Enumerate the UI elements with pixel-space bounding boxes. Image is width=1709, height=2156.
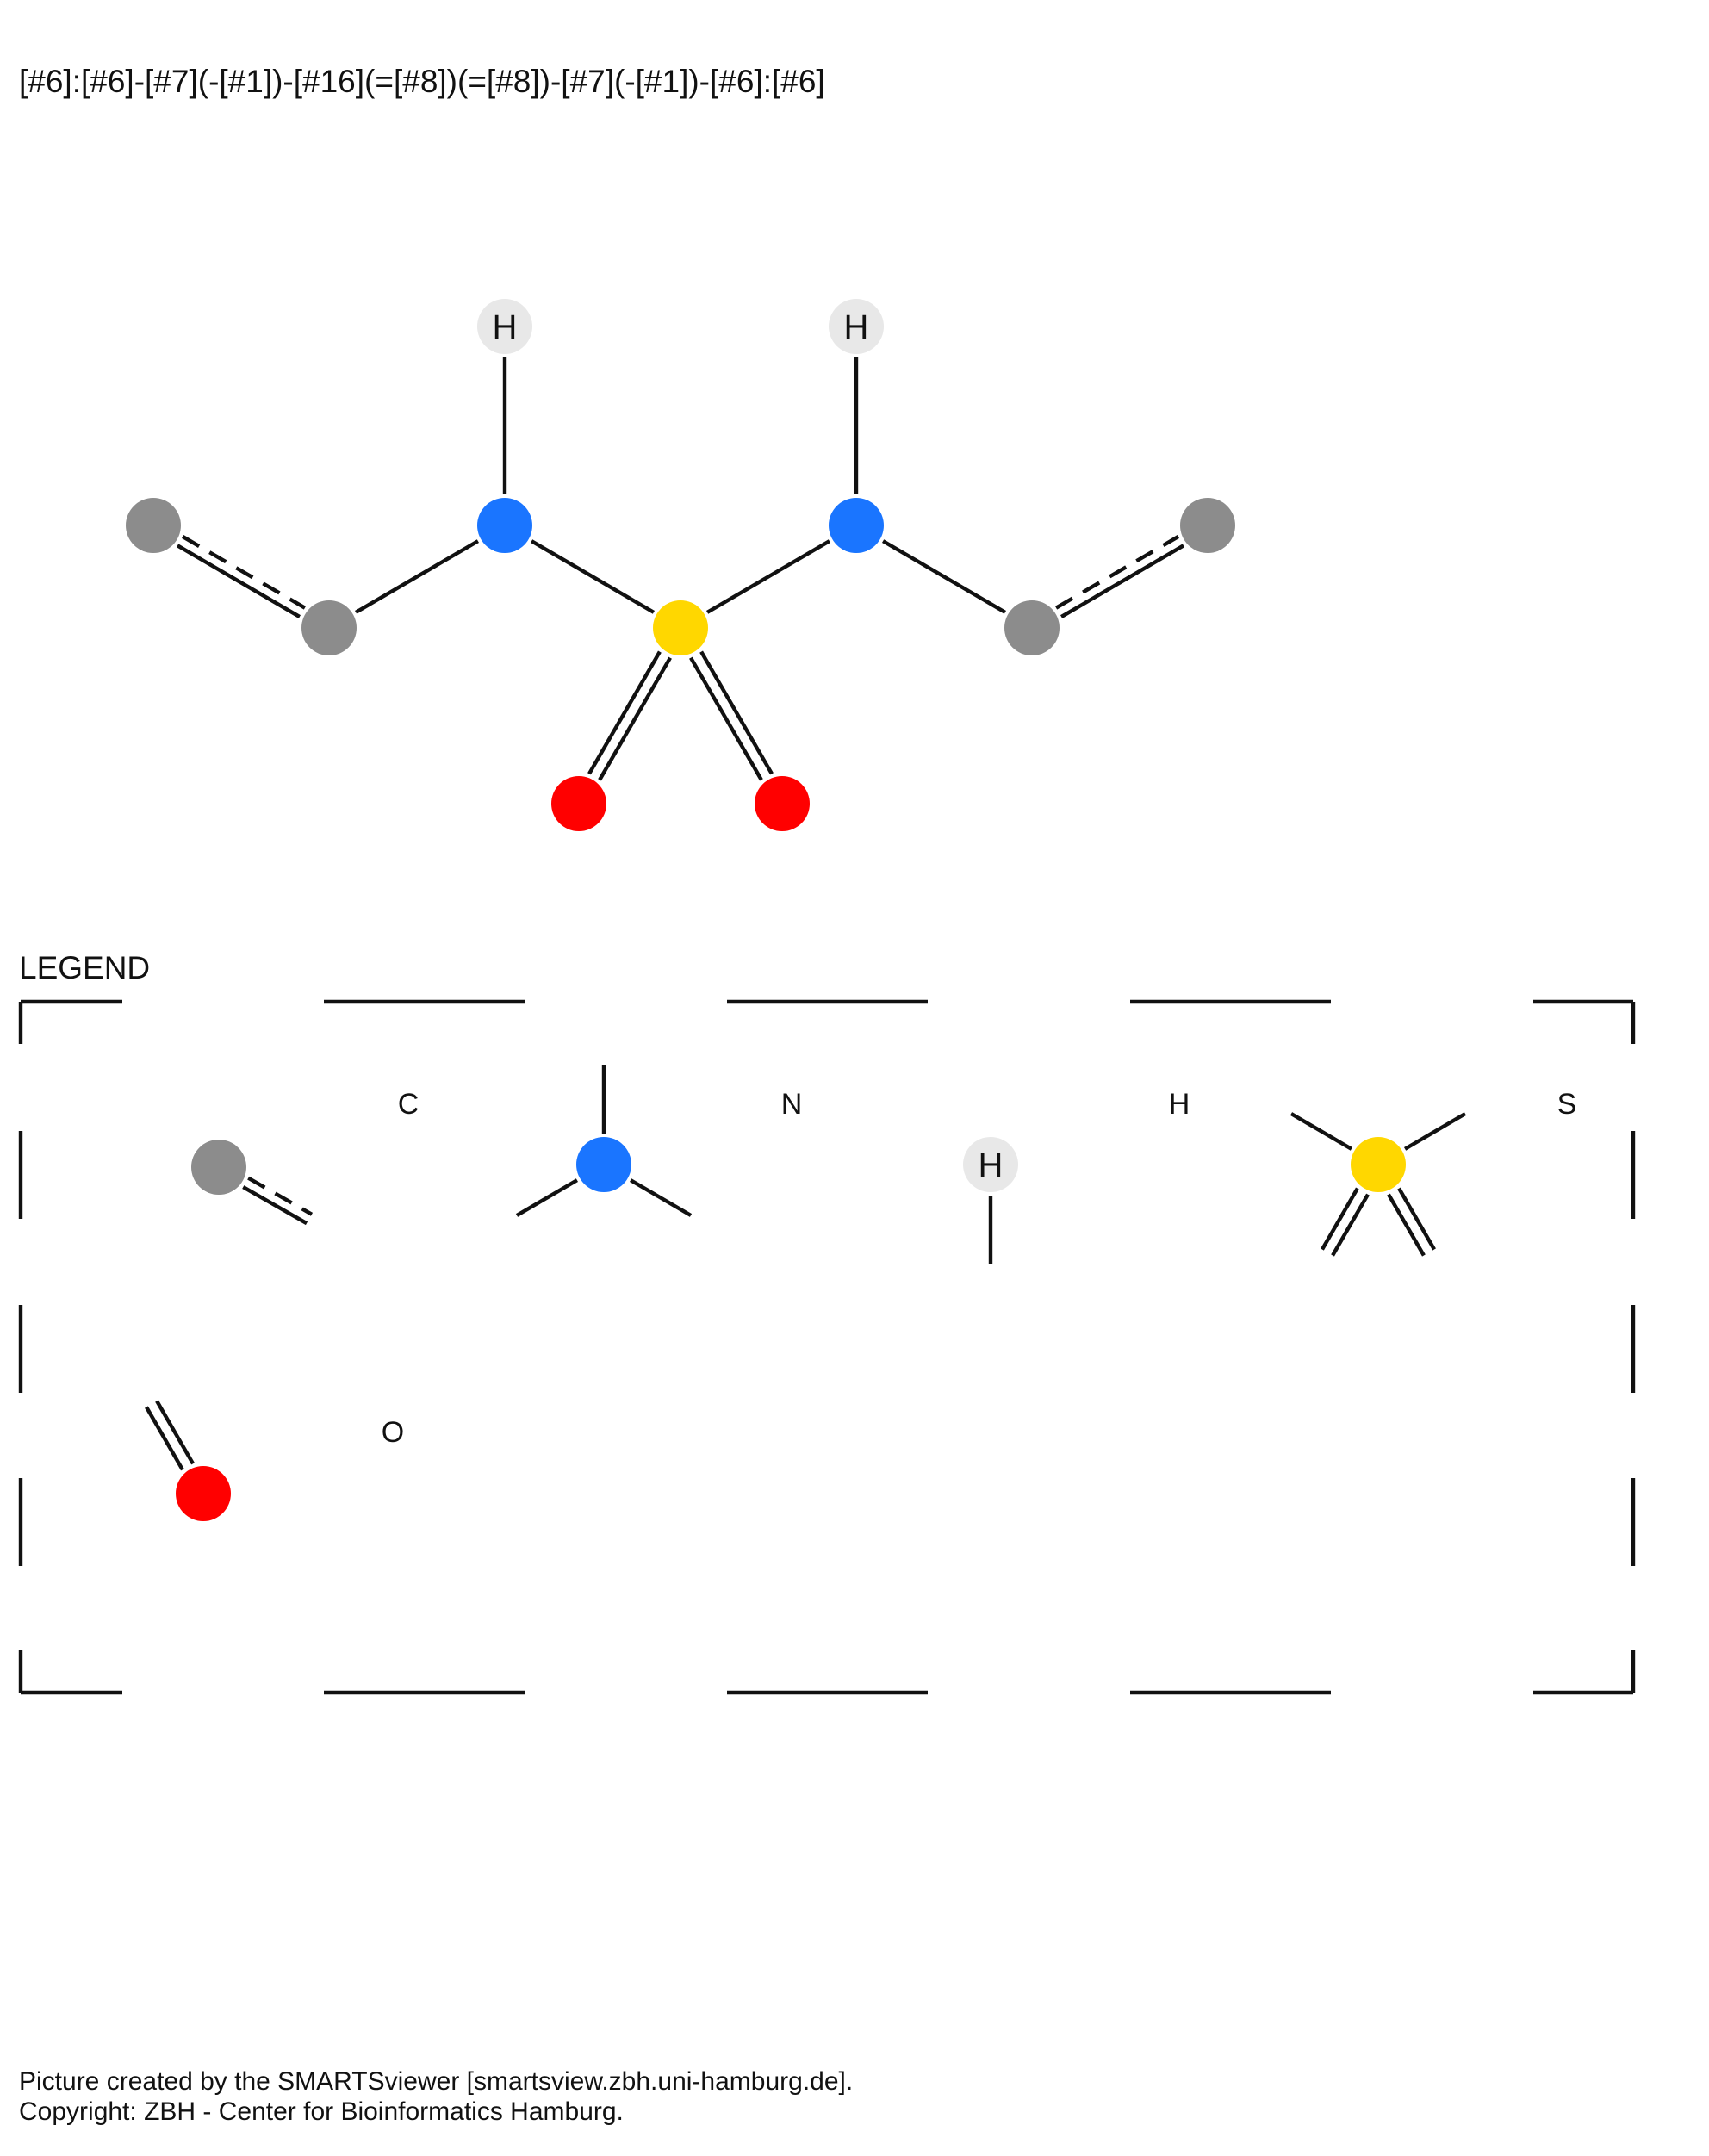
legend-carbon-atom-disc: [191, 1140, 246, 1195]
bond-s1-o2-line-a: [689, 656, 763, 781]
atom-c4-carbon: [1180, 498, 1235, 553]
legend-sulfur-bond-down-left-line-b: [1331, 1193, 1370, 1257]
legend-sulfur-bond-right: [1403, 1112, 1467, 1151]
bond-c1-c2-line-b: [182, 535, 307, 610]
copyright-line: Copyright: ZBH - Center for Bioinformati…: [19, 2097, 624, 2126]
legend-sulfur-bond-down-left-line-a: [1321, 1187, 1359, 1251]
atom-c1-carbon: [126, 498, 181, 553]
atom-s1-sulfur-disc: [653, 600, 708, 655]
atom-s1-sulfur: [653, 600, 708, 655]
legend-title: LEGEND: [19, 950, 150, 985]
atom-c4-carbon-disc: [1180, 498, 1235, 553]
smarts-pattern: [#6]:[#6]-[#7](-[#1])-[#16](=[#8])(=[#8]…: [19, 64, 825, 99]
atom-h1-hydrogen: H: [477, 299, 532, 354]
legend-sulfur-label: S: [1557, 1088, 1577, 1121]
molecule-bonds: [176, 357, 1185, 781]
bond-c3-c4-line-b: [1054, 535, 1179, 610]
atom-o2-oxygen-disc: [755, 776, 810, 831]
legend-hydrogen-atom: H: [963, 1137, 1018, 1192]
legend-hydrogen-atom-symbol: H: [979, 1146, 1004, 1184]
legend-carbon-label: C: [398, 1088, 419, 1121]
bond-n1-s1: [530, 539, 656, 614]
atom-n2-nitrogen-disc: [829, 498, 884, 553]
legend-nitrogen-bond-right: [629, 1178, 693, 1217]
legend-hydrogen-label: H: [1169, 1088, 1190, 1121]
legend-sulfur-bond-left: [1290, 1112, 1353, 1151]
atom-c3-carbon-disc: [1004, 600, 1060, 655]
legend-carbon-bond-line-b: [247, 1176, 314, 1216]
bond-s1-o1-line-b: [598, 656, 672, 781]
atom-h1-hydrogen-symbol: H: [493, 308, 518, 346]
legend-nitrogen-bond-left: [515, 1178, 579, 1217]
legend-sulfur-atom-disc: [1351, 1137, 1406, 1192]
atom-c2-carbon: [301, 600, 357, 655]
bond-s1-o1-line-a: [587, 650, 662, 775]
legend-frame: [18, 999, 1636, 1695]
atom-h2-hydrogen-disc: [829, 299, 884, 354]
legend-oxygen-atom-disc: [176, 1466, 231, 1521]
atom-o1-oxygen-disc: [551, 776, 606, 831]
atom-c2-carbon-disc: [301, 600, 357, 655]
atom-o1-oxygen: [551, 776, 606, 831]
atom-n2-nitrogen: [829, 498, 884, 553]
bond-s1-n2: [705, 539, 831, 614]
legend-items: C N H H S O: [145, 1065, 1577, 1521]
legend-carbon-atom: [191, 1140, 246, 1195]
legend-sulfur-bond-down-right-line-b: [1397, 1187, 1436, 1251]
legend-nitrogen-label: N: [781, 1088, 803, 1121]
legend-hydrogen-atom-disc: [963, 1137, 1018, 1192]
atom-h2-hydrogen-symbol: H: [844, 308, 869, 346]
bond-c2-n1: [354, 539, 480, 614]
atom-n1-nitrogen-disc: [477, 498, 532, 553]
bond-c1-c2-line-a: [176, 544, 301, 618]
credit-line: Picture created by the SMARTSviewer [sma…: [19, 2067, 853, 2096]
legend-sulfur-atom: [1351, 1137, 1406, 1192]
atom-h2-hydrogen: H: [829, 299, 884, 354]
legend-oxygen-label: O: [382, 1416, 404, 1449]
atom-h1-hydrogen-disc: [477, 299, 532, 354]
legend-carbon-bond-line-a: [242, 1185, 308, 1226]
legend-nitrogen-atom-disc: [576, 1137, 631, 1192]
atom-c3-carbon: [1004, 600, 1060, 655]
bond-c3-c4-line-a: [1060, 544, 1185, 618]
atom-c1-carbon-disc: [126, 498, 181, 553]
bond-s1-o2-line-b: [699, 650, 774, 775]
bond-n2-c3: [881, 539, 1007, 614]
legend-sulfur-bond-down-right-line-a: [1387, 1193, 1426, 1257]
legend-oxygen-bond-line-a: [155, 1400, 195, 1465]
legend-oxygen-atom: [176, 1466, 231, 1521]
atom-n1-nitrogen: [477, 498, 532, 553]
legend-oxygen-bond-line-b: [145, 1406, 184, 1471]
atom-o2-oxygen: [755, 776, 810, 831]
legend-nitrogen-atom: [576, 1137, 631, 1192]
